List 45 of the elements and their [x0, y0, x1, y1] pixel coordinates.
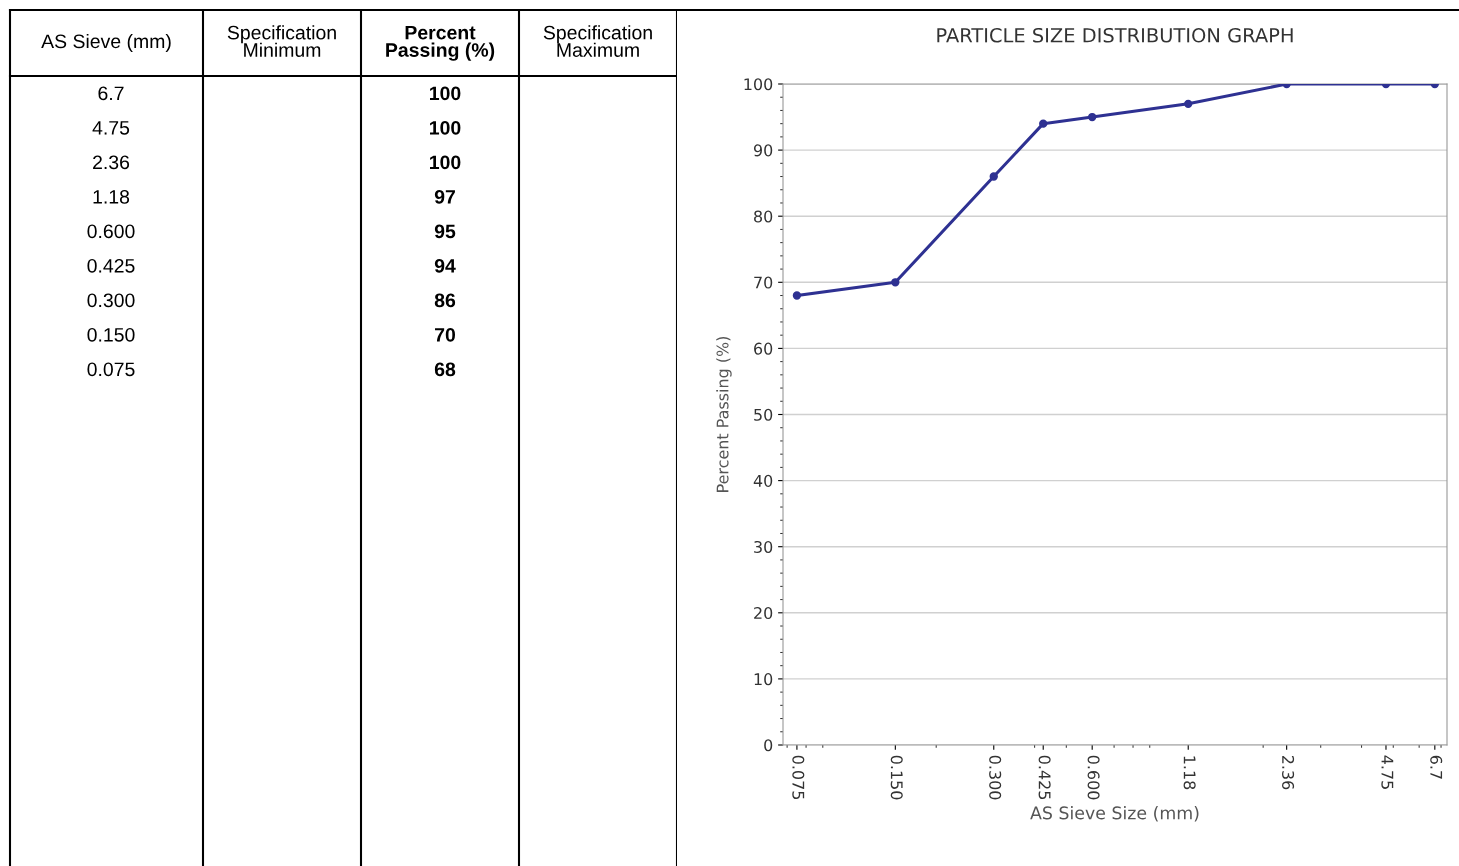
data-label: 97: [434, 189, 455, 204]
text: AS Sieve (mm): [41, 33, 171, 53]
y-tick-label: 80: [754, 210, 773, 223]
y-tick-label: 90: [753, 144, 773, 157]
data-label: 94: [434, 258, 456, 273]
x-tick-label: 6.7: [1430, 755, 1443, 779]
data-label: 100: [430, 120, 461, 135]
category-label: 0.075: [87, 362, 135, 377]
y-axis-title: Percent Passing (%): [716, 336, 732, 492]
x-tick-label: 4.75: [1381, 755, 1394, 789]
category-label: 6.7: [98, 86, 124, 101]
x-tick-label: 2.36: [1282, 755, 1295, 790]
y-tick-label: 30: [754, 540, 773, 553]
category-label: 0.300: [87, 293, 135, 308]
x-tick-label: 0.075: [792, 755, 805, 800]
y-tick-label: 50: [754, 408, 773, 421]
data-label: 70: [435, 327, 456, 342]
data-label: 86: [434, 293, 456, 308]
data-label: 100: [430, 86, 461, 101]
category-label: 1.18: [93, 189, 130, 204]
text: Specification Minimum: [227, 25, 336, 57]
x-tick-label: 0.300: [989, 755, 1002, 800]
x-tick-label: 0.425: [1038, 755, 1051, 800]
category-label: 4.75: [92, 121, 130, 135]
data-label: 100: [430, 155, 461, 170]
y-tick-label: 0: [764, 739, 773, 752]
text: Percent Passing (%): [386, 25, 495, 61]
chart-title: PARTICLE SIZE DISTRIBUTION GRAPH: [937, 27, 1293, 43]
y-tick-label: 100: [744, 78, 773, 91]
category-label: 2.36: [93, 155, 130, 170]
x-tick-label: 0.600: [1087, 755, 1100, 800]
x-tick-label: 0.150: [890, 755, 903, 800]
category-label: 0.150: [87, 327, 135, 342]
category-label: 0.600: [87, 224, 135, 239]
y-tick-label: 20: [754, 607, 773, 620]
y-tick-label: 40: [753, 474, 773, 487]
y-tick-label: 60: [754, 342, 773, 355]
text: Specification Maximum: [543, 25, 652, 57]
data-label: 68: [434, 362, 456, 377]
data-label: 95: [434, 224, 456, 239]
x-tick-label: 1.18: [1183, 756, 1196, 790]
x-axis-title: AS Sieve Size (mm): [1030, 806, 1199, 822]
category-label: 0.425: [87, 258, 135, 273]
y-tick-label: 10: [754, 673, 773, 686]
y-tick-label: 70: [754, 276, 773, 289]
